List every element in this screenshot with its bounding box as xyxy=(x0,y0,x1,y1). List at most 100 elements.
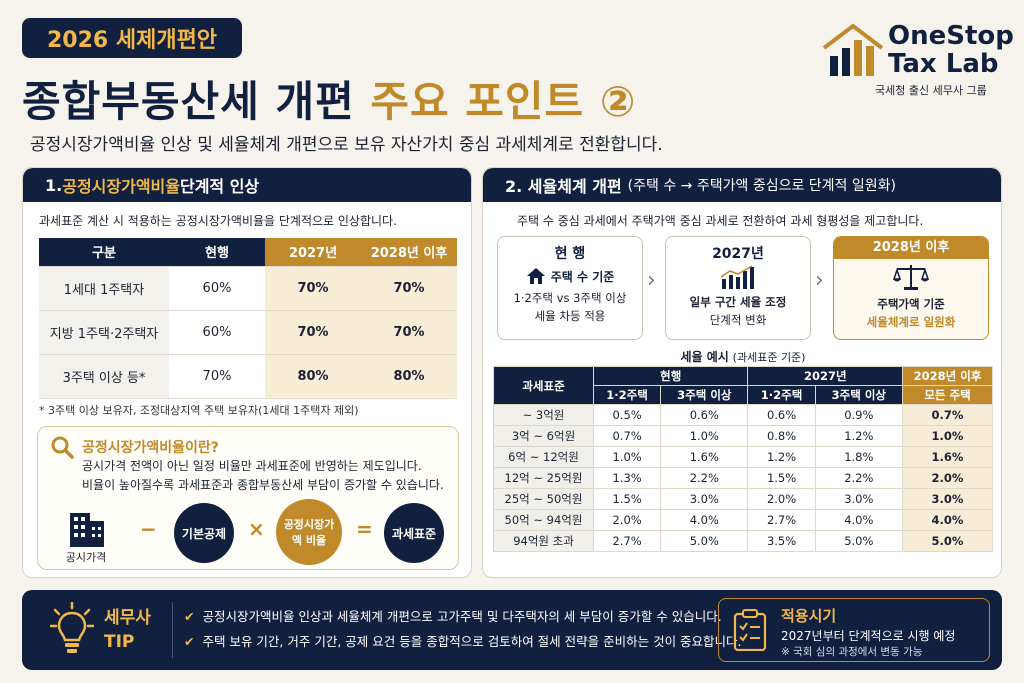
rate-cell: 5.0% xyxy=(814,530,904,552)
tip-list: ✔ 공정시장가액비율 인상과 세율체계 개편으로 고가주택 및 다주택자의 세 부… xyxy=(184,604,742,654)
flow-title: 2027년 xyxy=(712,246,764,262)
flow-line: 주택가액 기준 xyxy=(877,297,945,311)
rate-cell: 2.2% xyxy=(814,467,904,489)
page-subtitle: 공정시장가액비율 인상 및 세율체계 개편으로 보유 자산가치 중심 과세체계로… xyxy=(30,135,663,155)
logo-line2: Tax Lab xyxy=(888,49,999,79)
ratio-cell: 70% xyxy=(361,310,457,355)
rate-header-base: 과세표준 xyxy=(493,366,594,405)
caption-main: 세율 예시 xyxy=(680,350,729,364)
rate-cell: 5.0% xyxy=(902,530,993,552)
formula-minus: − xyxy=(140,517,157,541)
rate-cell: 0.6% xyxy=(747,404,816,426)
rate-table: 과세표준 현행 2027년 2028년 이후 1·2주택 3주택 이상 1·2주… xyxy=(493,366,993,552)
house-icon xyxy=(526,268,545,284)
rate-cell: 3억 ~ 6억원 xyxy=(493,425,594,447)
ratio-header-2027: 2027년 xyxy=(265,238,361,267)
rate-cell: 3.0% xyxy=(902,488,993,510)
ratio-cell: 60% xyxy=(169,310,265,355)
flow-line: 세율 차등 적용 xyxy=(534,309,606,323)
rate-subheader: 3주택 이상 xyxy=(660,385,749,405)
rate-cell: 5.0% xyxy=(660,530,749,552)
formula-item-deduction: 기본공제 xyxy=(174,503,234,563)
info-desc: 공시가격 전액이 아닌 일정 비율만 과세표준에 반영하는 제도입니다. 비율이… xyxy=(82,457,444,495)
ratio-cell: 지방 1주택·2주택자 xyxy=(39,310,169,355)
building-icon xyxy=(70,513,104,547)
divider xyxy=(172,602,173,658)
rate-cell: ~ 3억원 xyxy=(493,404,594,426)
tip-label-2: TIP xyxy=(104,632,135,652)
rate-subheader: 3주택 이상 xyxy=(814,385,904,405)
right-panel-desc: 주택 수 중심 과세에서 주택가액 중심 과세로 전환하여 과세 형평성을 제고… xyxy=(517,214,924,228)
rate-cell: 2.0% xyxy=(592,509,662,531)
rate-subheader: 모든 주택 xyxy=(902,385,993,405)
flow-line: 단계적 변화 xyxy=(709,313,767,327)
clipboard-icon xyxy=(733,609,767,651)
rate-cell: 25억 ~ 50억원 xyxy=(493,488,594,510)
ratio-footnote: * 3주택 이상 보유자, 조정대상지역 주택 보유자(1세대 1주택자 제외) xyxy=(39,404,359,417)
rate-cell: 2.7% xyxy=(592,530,662,552)
flow-box-2027: 2027년 일부 구간 세율 조정 단계적 변화 xyxy=(665,236,811,340)
tip-bar: 세무사 TIP ✔ 공정시장가액비율 인상과 세율체계 개편으로 고가주택 및 다주… xyxy=(22,590,1002,670)
table-row: 25억 ~ 50억원 1.5% 3.0% 2.0% 3.0% 3.0% xyxy=(493,488,993,510)
tip-item: ✔ 주택 보유 기간, 거주 기간, 공제 요건 등을 종합적으로 검토하여 절세… xyxy=(184,629,742,654)
rate-cell: 1.0% xyxy=(592,446,662,468)
rate-cell: 6억 ~ 12억원 xyxy=(493,446,594,468)
page-title: 종합부동산세 개편 주요 포인트 ② xyxy=(22,68,636,129)
year-badge: 2026 세제개편안 xyxy=(22,18,242,58)
rate-cell: 2.7% xyxy=(747,509,816,531)
rate-header-2027: 2027년 xyxy=(747,366,903,386)
rate-header-2028: 2028년 이후 xyxy=(902,366,993,386)
magnifier-icon xyxy=(51,436,74,459)
table-row: 1세대 1주택자 60% 70% 70% xyxy=(39,266,457,311)
ratio-cell: 70% xyxy=(169,354,265,399)
formula-item-taxbase: 과세표준 xyxy=(384,503,444,563)
rate-cell: 1.3% xyxy=(592,467,662,489)
rate-cell: 1.0% xyxy=(660,425,749,447)
ratio-cell: 80% xyxy=(361,354,457,399)
right-panel: 2. 세율체계 개편 (주택 수 → 주택가액 중심으로 단계적 일원화) 주택 … xyxy=(482,167,1002,578)
rate-cell: 1.6% xyxy=(902,446,993,468)
ratio-cell: 60% xyxy=(169,266,265,311)
flow-sub: 주택 수 기준 xyxy=(550,269,615,284)
rate-cell: 3.5% xyxy=(747,530,816,552)
chevron-right-icon: › xyxy=(815,268,824,293)
ratio-cell: 70% xyxy=(265,266,361,311)
table-row: 50억 ~ 94억원 2.0% 4.0% 2.7% 4.0% 4.0% xyxy=(493,509,993,531)
formula-item-ratio: 공정시장가액 비율 xyxy=(276,499,342,565)
rate-cell: 2.0% xyxy=(902,467,993,489)
apply-title: 적용시기 xyxy=(781,607,837,625)
left-panel-heading: 1. 공정시장가액비율 단계적 인상 xyxy=(23,168,471,202)
table-row: 94억원 초과 2.7% 5.0% 3.5% 5.0% 5.0% xyxy=(493,530,993,552)
rate-subheader: 1·2주택 xyxy=(592,385,662,405)
logo-line1: OneStop xyxy=(888,21,1014,51)
ratio-cell: 70% xyxy=(361,266,457,311)
flow-box-current: 현 행 주택 수 기준 1·2주택 vs 3주택 이상 세율 차등 적용 xyxy=(497,236,643,340)
formula-item-price: 공시가격 xyxy=(65,551,107,564)
tip-text: 공정시장가액비율 인상과 세율체계 개편으로 고가주택 및 다주택자의 세 부담… xyxy=(202,609,722,624)
tip-label: 세무사 TIP xyxy=(104,606,151,654)
chevron-right-icon: › xyxy=(647,268,656,293)
rate-cell: 1.5% xyxy=(592,488,662,510)
right-panel-heading: 2. 세율체계 개편 (주택 수 → 주택가액 중심으로 단계적 일원화) xyxy=(483,168,1001,202)
heading-accent: 공정시장가액비율 xyxy=(62,177,180,196)
tip-label-1: 세무사 xyxy=(104,608,151,628)
house-chart-logo-icon xyxy=(822,23,884,76)
apply-line-1: 2027년부터 단계적으로 시행 예정 xyxy=(781,629,956,643)
logo-wordmark: OneStop Tax Lab xyxy=(888,22,1014,78)
rate-subheader: 1·2주택 xyxy=(747,385,816,405)
flow-title: 현 행 xyxy=(554,246,586,262)
apply-line-2: ※ 국회 심의 과정에서 변동 가능 xyxy=(781,646,923,658)
ratio-cell: 1세대 1주택자 xyxy=(39,266,169,311)
check-icon: ✔ xyxy=(184,634,195,649)
apply-period-box: 적용시기 2027년부터 단계적으로 시행 예정 ※ 국회 심의 과정에서 변동… xyxy=(718,598,990,662)
rate-cell: 4.0% xyxy=(814,509,904,531)
rate-header-current: 현행 xyxy=(592,366,749,386)
info-box: 공정시장가액비율이란? 공시가격 전액이 아닌 일정 비율만 과세표준에 반영하… xyxy=(37,426,459,570)
lightbulb-icon xyxy=(50,602,94,653)
title-main: 종합부동산세 개편 xyxy=(22,77,371,126)
left-panel: 1. 공정시장가액비율 단계적 인상 과세표준 계산 시 적용하는 공정시장가액… xyxy=(22,167,472,578)
ratio-cell: 3주택 이상 등* xyxy=(39,354,169,399)
check-icon: ✔ xyxy=(184,609,195,624)
rate-cell: 0.7% xyxy=(902,404,993,426)
rate-cell: 1.0% xyxy=(902,425,993,447)
